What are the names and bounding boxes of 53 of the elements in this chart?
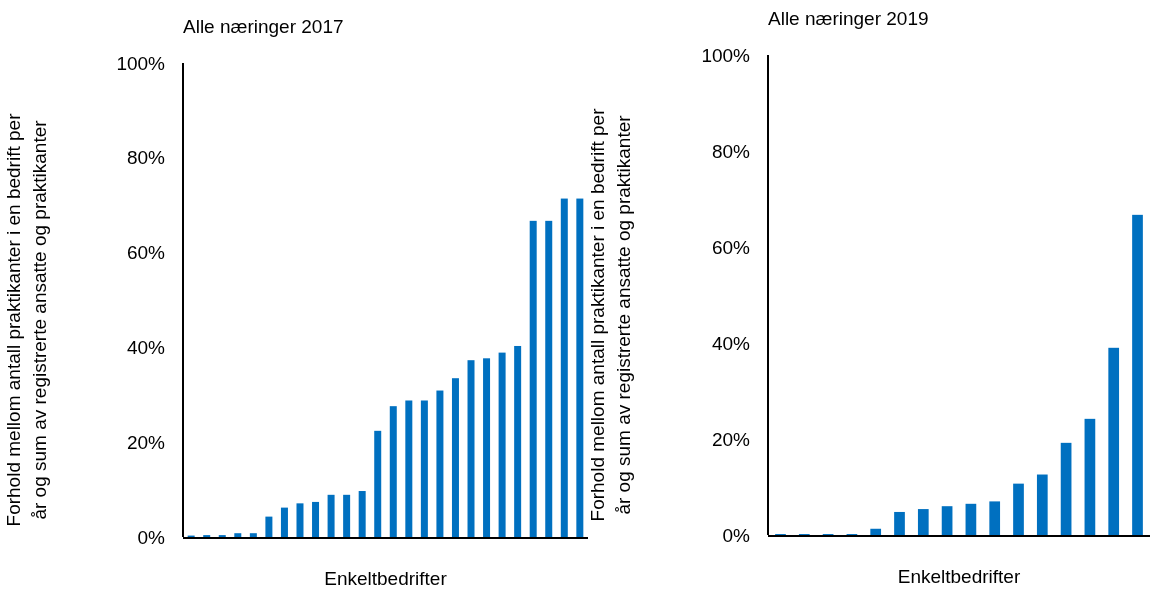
bar <box>467 360 475 537</box>
bar <box>989 501 1001 535</box>
y-tick-label: 40% <box>126 337 166 359</box>
bar <box>249 533 257 537</box>
y-tick-label: 20% <box>126 431 166 453</box>
bar <box>576 198 584 537</box>
bar <box>483 358 491 537</box>
bar <box>1132 214 1143 535</box>
chart-title: Alle næringer 2019 <box>768 8 929 29</box>
bar <box>436 390 444 537</box>
bar <box>451 378 459 537</box>
y-tick-label: 100% <box>116 52 166 74</box>
bar <box>1084 418 1096 535</box>
bar <box>265 516 273 537</box>
y-tick-label: 60% <box>711 236 751 258</box>
x-axis-title: Enkeltbedrifter <box>324 568 448 589</box>
chart-title: Alle næringer 2017 <box>183 16 344 37</box>
bar <box>374 430 382 537</box>
y-axis-title: Forhold mellom antall praktikanter i en bedrift per år og sum av registrerte ansatte og praktikanter <box>3 112 50 527</box>
bar <box>343 494 351 537</box>
x-axis-title: Enkeltbedrifter <box>897 566 1021 587</box>
bar <box>529 220 537 537</box>
bar <box>1060 442 1072 535</box>
bar <box>560 198 568 537</box>
bar <box>498 352 506 537</box>
bar <box>420 400 428 537</box>
bar <box>389 406 397 537</box>
bar <box>1108 347 1120 535</box>
y-tick-label: 100% <box>701 44 751 66</box>
bar <box>296 503 304 537</box>
y-axis-title: Forhold mellom antall praktikanter i en bedrift per år og sum av registrerte ansatte og praktikanter <box>587 107 634 522</box>
bar <box>312 501 320 537</box>
bar <box>894 511 905 535</box>
bar <box>358 491 366 537</box>
y-tick-label: 60% <box>126 242 166 264</box>
y-tick-label: 20% <box>711 428 751 450</box>
bar <box>545 220 553 537</box>
bar <box>941 506 953 535</box>
y-tick-label: 80% <box>126 147 166 169</box>
bar <box>327 494 335 537</box>
y-tick-label: 40% <box>711 332 751 354</box>
bar <box>405 400 413 537</box>
y-tick-label: 0% <box>137 526 166 548</box>
bar <box>965 503 977 535</box>
bar <box>917 509 929 535</box>
bar <box>234 533 242 537</box>
bar <box>514 345 522 537</box>
bar <box>280 507 288 537</box>
bar <box>1013 483 1024 535</box>
y-tick-label: 80% <box>711 140 751 162</box>
bar <box>1036 474 1048 535</box>
y-tick-label: 0% <box>722 524 751 546</box>
bar <box>870 528 882 535</box>
